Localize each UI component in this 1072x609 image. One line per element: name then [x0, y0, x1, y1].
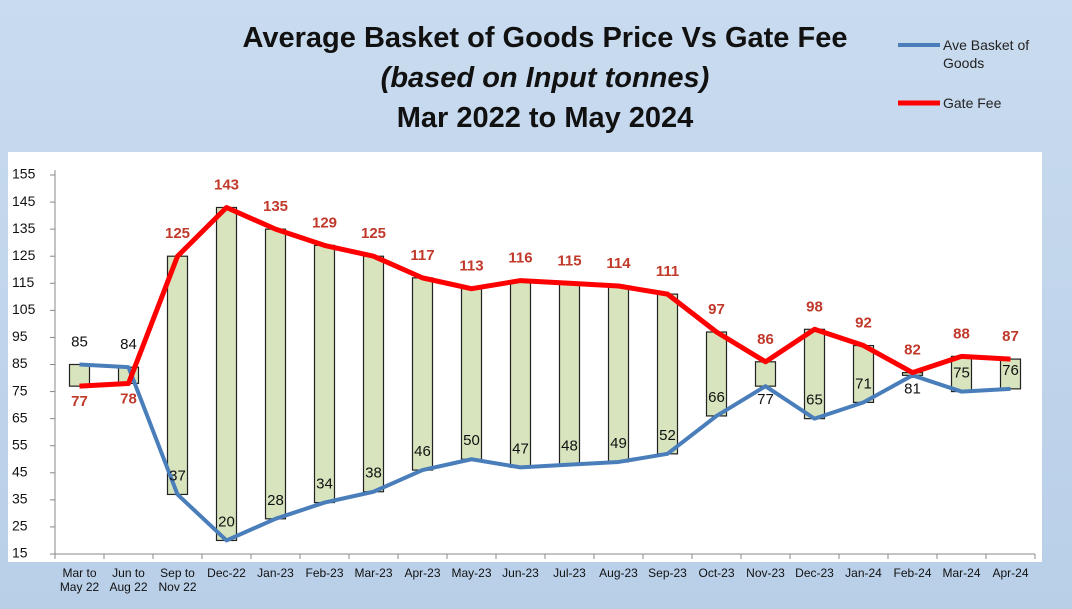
- x-tick-label: Feb-23: [305, 566, 344, 580]
- x-tick-label: Mar-24: [942, 566, 981, 580]
- legend-label: Gate Fee: [943, 95, 1002, 111]
- series-line: [79, 362, 1011, 543]
- x-tick-label: Sep to Nov 22: [158, 566, 197, 594]
- y-tick-label: 85: [12, 355, 28, 371]
- chart-period: Mar 2022 to May 2024: [396, 102, 694, 134]
- gate-fee-label: 115: [557, 252, 581, 269]
- range-bar: [313, 244, 336, 504]
- gate-fee-label: 125: [165, 225, 190, 242]
- gate-fee-label: 92: [855, 315, 872, 332]
- basket-label: 37: [169, 467, 186, 484]
- y-tick-label: 75: [12, 382, 28, 398]
- basket-label: 85: [71, 333, 88, 350]
- y-tick-label: 125: [12, 247, 36, 263]
- x-tick-label: Nov-23: [746, 566, 785, 580]
- y-tick-label: 35: [12, 491, 28, 507]
- gate-fee-label: 114: [606, 255, 631, 272]
- range-bar: [166, 255, 189, 496]
- basket-label: 66: [708, 389, 725, 406]
- y-tick-label: 15: [12, 545, 28, 561]
- basket-label: 84: [120, 336, 137, 353]
- y-tick-label: 145: [12, 193, 36, 209]
- y-tick-label: 65: [12, 409, 28, 425]
- series-line: [79, 204, 1011, 389]
- x-tick-label: Apr-24: [992, 566, 1029, 580]
- gate-fee-label: 135: [263, 198, 288, 215]
- range-bar: [264, 228, 287, 520]
- x-tick-label: Jun-23: [502, 566, 539, 580]
- x-tick-label: Jan-23: [257, 566, 294, 580]
- basket-label: 46: [414, 443, 431, 460]
- y-tick-label: 25: [12, 518, 28, 534]
- x-tick-label: Sep-23: [648, 566, 687, 580]
- gate-fee-label: 129: [312, 214, 337, 231]
- basket-label: 20: [218, 513, 235, 530]
- gate-fee-label: 82: [904, 342, 921, 359]
- x-tick-label: Feb-24: [893, 566, 932, 580]
- gate-fee-label: 78: [120, 390, 137, 407]
- basket-label: 71: [855, 375, 872, 392]
- gate-fee-label: 113: [459, 258, 483, 275]
- x-tick-label: Dec-22: [207, 566, 246, 580]
- x-tick-label: Jan-24: [845, 566, 882, 580]
- y-tick-label: 115: [12, 274, 35, 290]
- gate-fee-label: 111: [656, 263, 679, 280]
- range-bar: [754, 361, 777, 387]
- gate-fee-label: 86: [757, 331, 774, 348]
- basket-label: 75: [953, 365, 970, 382]
- x-tick-label: Oct-23: [698, 566, 735, 580]
- x-tick-label: Jul-23: [553, 566, 586, 580]
- x-tick-label: Jun to Aug 22: [109, 566, 148, 594]
- basket-label: 81: [904, 380, 921, 397]
- gate-fee-label: 143: [214, 176, 239, 193]
- range-bar: [362, 255, 385, 493]
- x-tick-label: May-23: [451, 566, 492, 580]
- legend-label: Ave Basket of Goods: [943, 37, 1030, 71]
- range-bar: [215, 206, 238, 542]
- basket-label: 50: [463, 432, 480, 449]
- y-tick-label: 105: [12, 301, 36, 317]
- x-tick-label: Apr-23: [404, 566, 441, 580]
- chart-title: Average Basket of Goods Price Vs Gate Fe…: [242, 22, 848, 54]
- gate-fee-label: 117: [410, 247, 434, 264]
- basket-label: 77: [757, 391, 774, 408]
- y-tick-label: 155: [12, 166, 36, 182]
- x-tick-label: Mar to May 22: [59, 566, 100, 594]
- basket-label: 65: [806, 392, 823, 409]
- gate-fee-label: 87: [1002, 328, 1019, 345]
- x-tick-label: Dec-23: [795, 566, 834, 580]
- gate-fee-label: 116: [508, 250, 532, 267]
- gate-fee-label: 125: [361, 225, 386, 242]
- gate-fee-label: 77: [71, 393, 88, 410]
- y-tick-label: 95: [12, 328, 28, 344]
- y-tick-label: 45: [12, 463, 28, 479]
- basket-label: 76: [1002, 362, 1019, 379]
- y-tick-label: 55: [12, 436, 28, 452]
- basket-label: 47: [512, 440, 529, 457]
- basket-label: 28: [267, 492, 284, 509]
- basket-label: 34: [316, 476, 333, 493]
- gate-fee-label: 97: [708, 301, 725, 318]
- range-bar: [852, 344, 875, 403]
- basket-label: 52: [659, 427, 676, 444]
- chart-subtitle: (based on Input tonnes): [380, 62, 710, 94]
- gate-fee-label: 98: [806, 298, 823, 315]
- basket-label: 48: [561, 438, 578, 455]
- y-tick-label: 135: [12, 220, 36, 236]
- x-tick-label: Aug-23: [599, 566, 638, 580]
- gate-fee-label: 88: [953, 325, 970, 342]
- x-tick-label: Mar-23: [354, 566, 393, 580]
- basket-label: 38: [365, 465, 382, 482]
- range-bar: [68, 363, 91, 387]
- range-bar: [411, 277, 434, 471]
- basket-label: 49: [610, 435, 627, 452]
